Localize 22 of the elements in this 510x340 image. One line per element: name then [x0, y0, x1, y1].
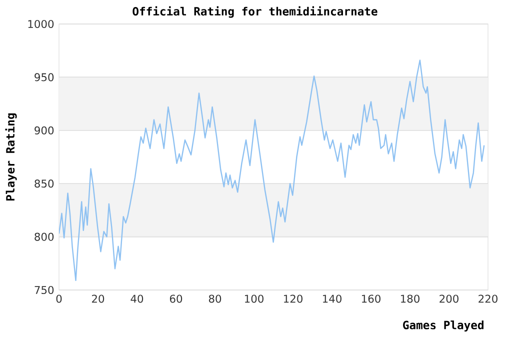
y-tick-label: 950: [34, 73, 54, 82]
x-tick-label: 20: [92, 294, 104, 303]
y-axis-title: Player Rating: [5, 113, 17, 200]
y-tick-label: 800: [34, 232, 54, 241]
x-tick-label: 100: [244, 294, 264, 303]
x-tick-label: 120: [284, 294, 302, 303]
y-tick-label: 750: [34, 286, 54, 294]
y-tick-label: 1000: [28, 20, 54, 28]
line-series: [59, 60, 485, 282]
x-tick-label: 140: [322, 294, 342, 303]
x-tick-label: 200: [440, 294, 458, 303]
x-tick-label: 60: [170, 294, 182, 303]
x-tick-label: 180: [400, 294, 420, 303]
y-tick-label: 850: [34, 180, 54, 188]
x-tick-label: 40: [130, 294, 144, 303]
x-axis-title: Games Played: [403, 320, 484, 332]
x-tick-label: 160: [362, 294, 380, 303]
x-tick-label: 220: [478, 294, 498, 303]
chart-title: Official Rating for themidiincarnate: [132, 6, 378, 18]
y-tick-label: 900: [34, 126, 54, 134]
x-tick-label: 0: [56, 294, 62, 303]
x-tick-label: 80: [208, 294, 222, 303]
